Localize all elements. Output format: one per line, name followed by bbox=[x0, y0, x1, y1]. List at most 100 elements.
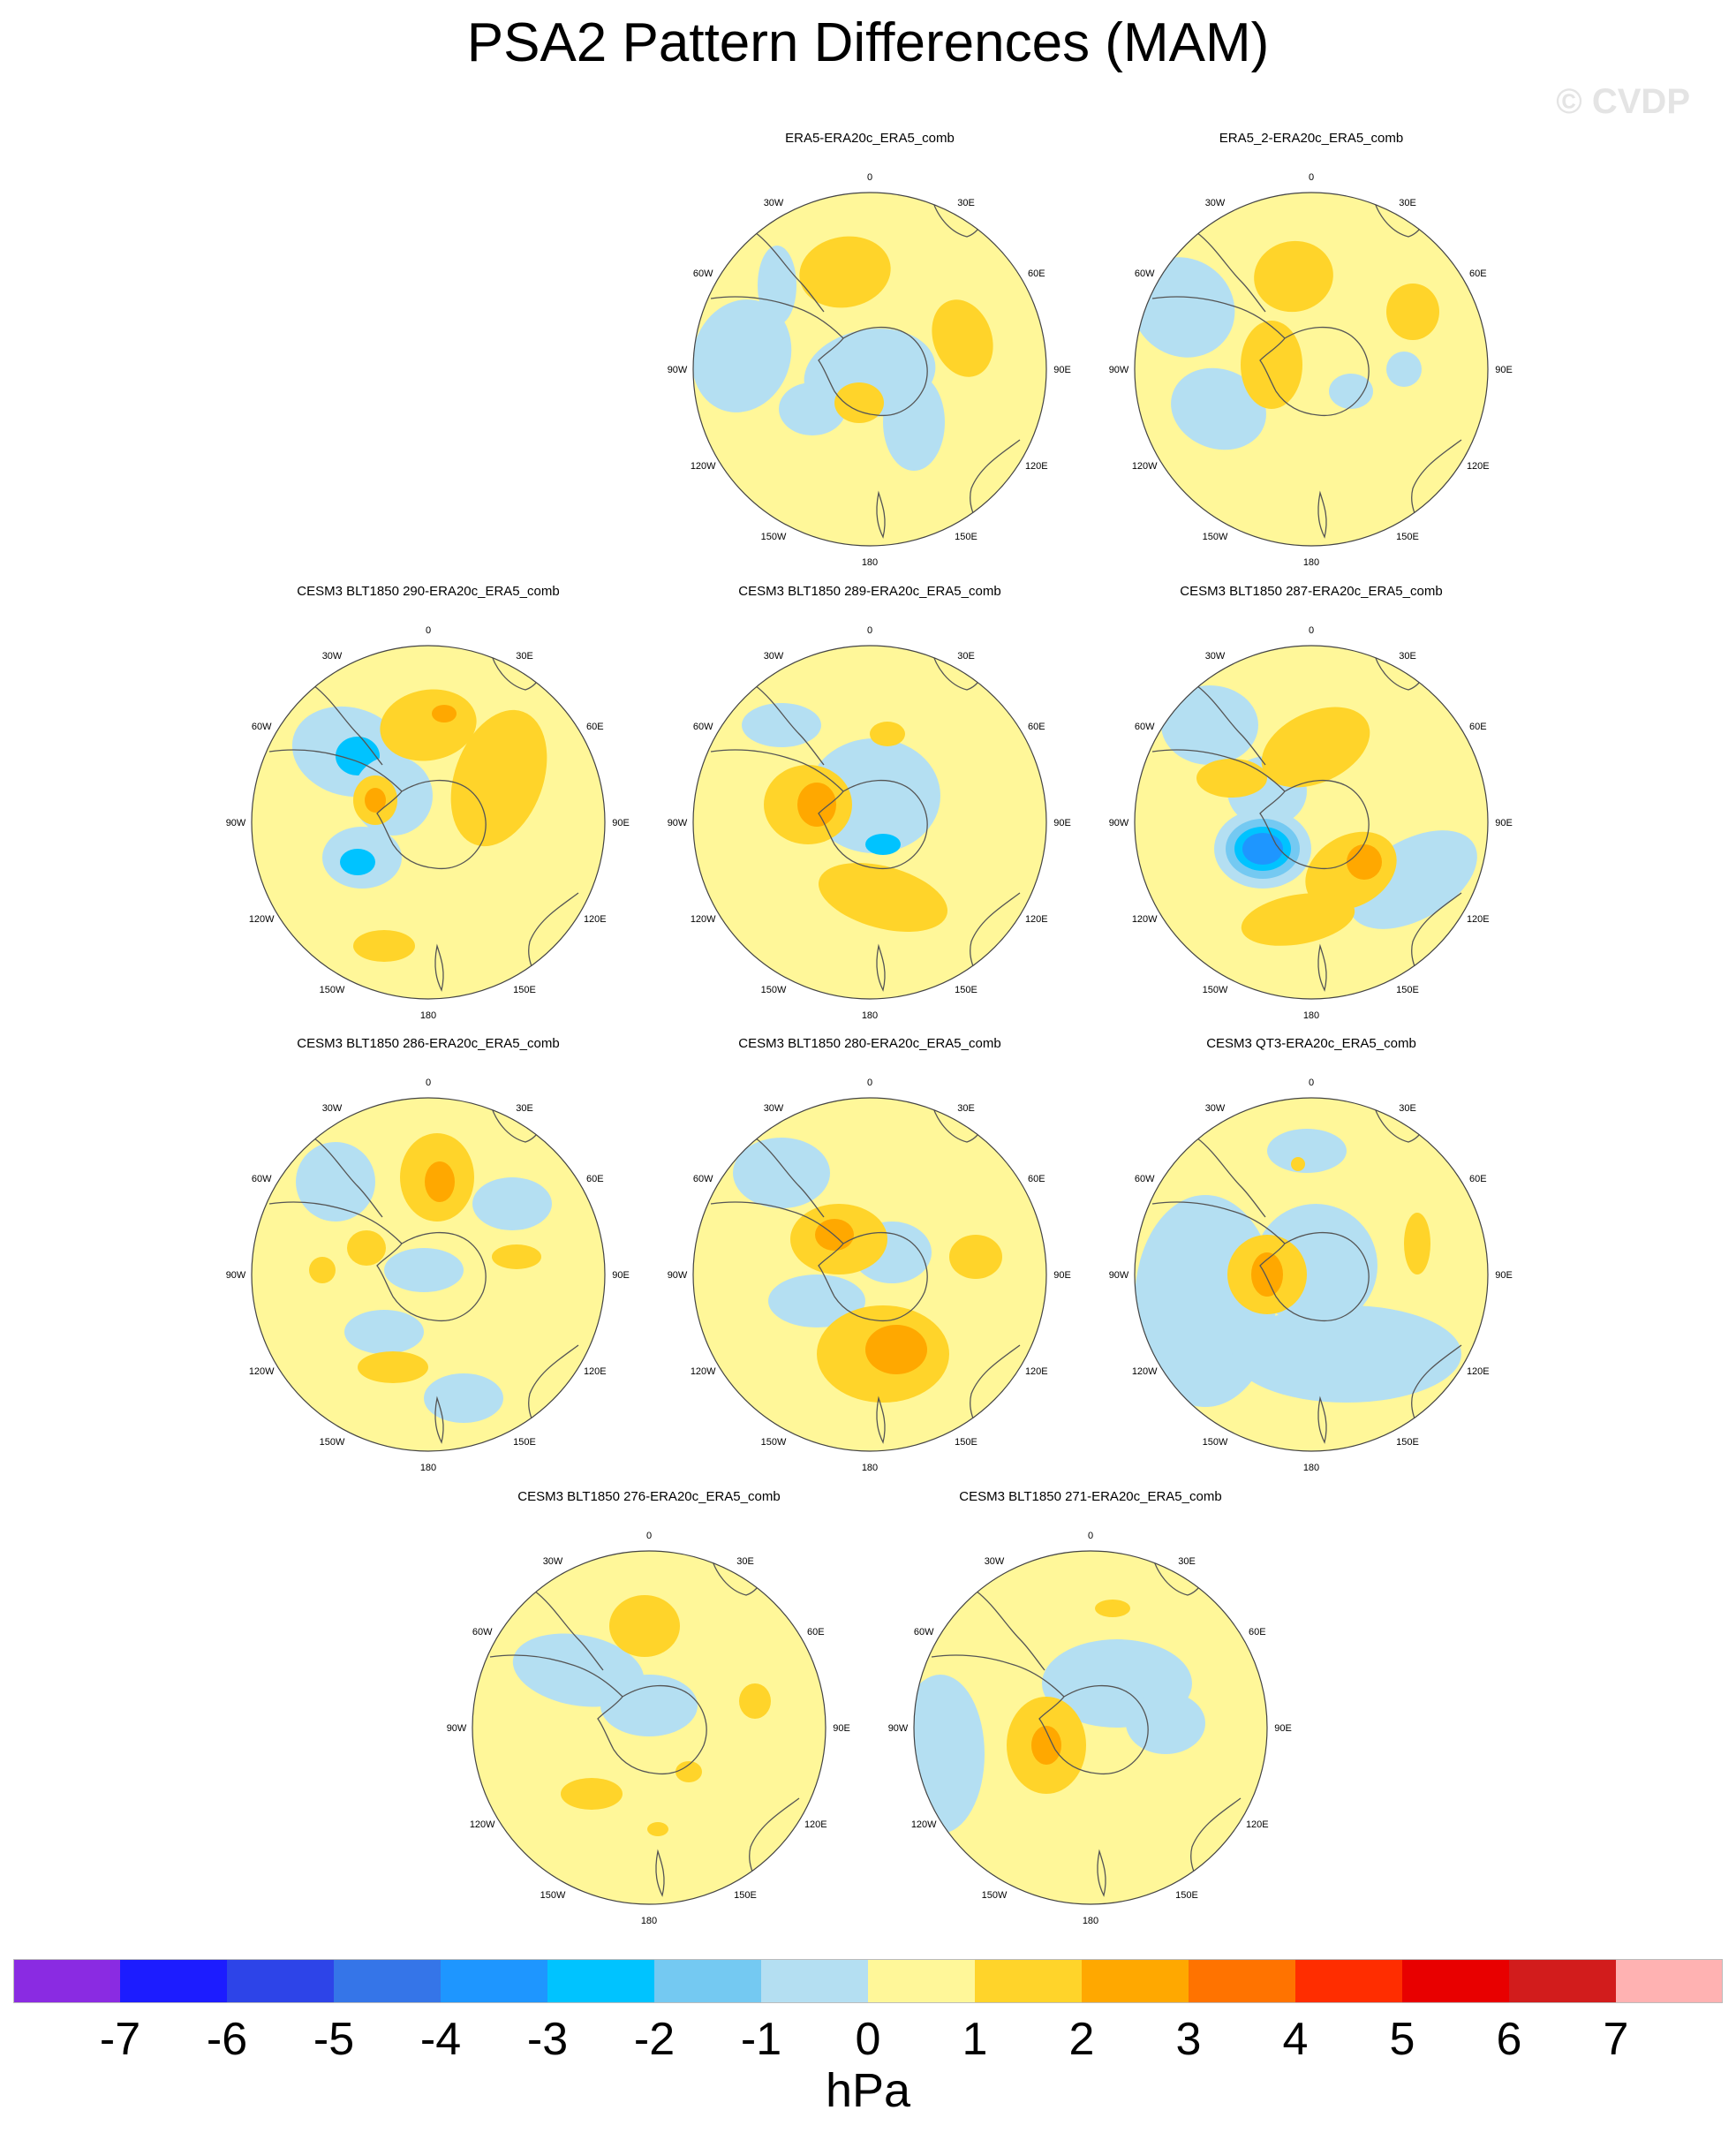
longitude-label: 60W bbox=[693, 1174, 713, 1184]
longitude-label: 60W bbox=[1135, 722, 1155, 732]
map-panel-era5-2: ERA5_2-ERA20c_ERA5_comb 0 30E 60E 90E 120E 15… bbox=[1108, 131, 1514, 572]
positive-anomaly bbox=[1404, 1213, 1430, 1275]
positive-anomaly bbox=[309, 1257, 336, 1283]
positive-anomaly bbox=[799, 236, 891, 308]
longitude-label: 0 bbox=[867, 625, 872, 636]
colorbar-swatch bbox=[1295, 1959, 1403, 2003]
positive-anomaly bbox=[1095, 1600, 1130, 1617]
longitude-label: 90E bbox=[833, 1723, 850, 1734]
polar-map: 0 30E 60E 90E 120E 150E 180 150W 120W 90W 60W 30W bbox=[1109, 625, 1513, 1021]
colorbar-swatch bbox=[1616, 1959, 1723, 2003]
colorbar-tick-label: -1 bbox=[741, 2014, 781, 2065]
colorbar-tick-label: -2 bbox=[634, 2014, 675, 2065]
panel-title: CESM3 BLT1850 280-ERA20c_ERA5_comb bbox=[738, 1036, 1001, 1051]
polar-map: 0 30E 60E 90E 120E 150E 180 150W 120W 90W 60W 30W bbox=[1109, 172, 1513, 568]
colorbar-swatch bbox=[1189, 1959, 1296, 2003]
antarctic-peninsula bbox=[710, 749, 844, 792]
longitude-label: 30E bbox=[516, 651, 533, 662]
longitude-label: 60E bbox=[807, 1627, 825, 1638]
positive-anomaly bbox=[450, 709, 547, 847]
longitude-label: 150E bbox=[1396, 1437, 1419, 1448]
contour-fill bbox=[252, 646, 605, 999]
antarctic-peninsula bbox=[710, 1201, 844, 1244]
colorbar: -7 -6 -5 -4 -3 -2 -1 0 1 2 3 4 5 6 7 bbox=[13, 1959, 1723, 2065]
new-zealand-coast bbox=[434, 1396, 444, 1444]
positive-anomaly bbox=[818, 863, 948, 932]
colorbar-swatch bbox=[120, 1959, 228, 2003]
negative-anomaly bbox=[1329, 374, 1373, 409]
panel-title: CESM3 BLT1850 290-ERA20c_ERA5_comb bbox=[297, 584, 560, 599]
map-panel-289: CESM3 BLT1850 289-ERA20c_ERA5_comb 0 30E 6… bbox=[667, 584, 1073, 1025]
colorbar-tick-label: 3 bbox=[1176, 2014, 1202, 2065]
negative-anomaly bbox=[1126, 1692, 1205, 1754]
longitude-label: 30W bbox=[1205, 1103, 1226, 1114]
longitude-label: 60E bbox=[1028, 722, 1045, 732]
positive-anomaly bbox=[358, 1351, 428, 1383]
negative-anomaly bbox=[344, 1310, 424, 1354]
positive-anomaly bbox=[561, 1778, 623, 1810]
longitude-label: 60E bbox=[1028, 269, 1045, 279]
longitude-label: 180 bbox=[1303, 1010, 1319, 1021]
map-border bbox=[1134, 645, 1489, 1000]
contour-fill bbox=[693, 1098, 1073, 1451]
longitude-label: 150E bbox=[513, 1437, 536, 1448]
longitude-label: 30W bbox=[764, 1103, 784, 1114]
new-zealand-coast bbox=[655, 1849, 665, 1897]
polar-map: 0 30E 60E 90E 120E 150E 180 150W 120W 90W 60W 30W bbox=[447, 1531, 850, 1926]
south-america-coast bbox=[313, 685, 383, 766]
colorbar-swatch bbox=[975, 1959, 1083, 2003]
longitude-label: 90W bbox=[226, 818, 246, 828]
colorbar-tick-label: -7 bbox=[100, 2014, 140, 2065]
longitude-label: 120E bbox=[1467, 1366, 1490, 1377]
positive-anomaly bbox=[797, 783, 836, 827]
longitude-label: 60W bbox=[252, 722, 272, 732]
positive-anomaly bbox=[834, 382, 884, 423]
contour-fill bbox=[1135, 646, 1488, 999]
positive-anomaly bbox=[365, 788, 386, 813]
positive-anomaly bbox=[932, 299, 993, 377]
longitude-label: 0 bbox=[1309, 172, 1314, 183]
panel-title: CESM3 BLT1850 271-ERA20c_ERA5_comb bbox=[959, 1489, 1222, 1504]
longitude-label: 120W bbox=[1132, 1366, 1158, 1377]
longitude-label: 120W bbox=[691, 1366, 716, 1377]
longitude-label: 60E bbox=[586, 1174, 604, 1184]
figure-title: PSA2 Pattern Differences (MAM) bbox=[466, 12, 1270, 73]
south-america-coast bbox=[754, 685, 825, 766]
colorbar-swatch bbox=[1082, 1959, 1189, 2003]
contour-fill bbox=[252, 1098, 605, 1451]
longitude-label: 120E bbox=[1467, 914, 1490, 925]
negative-anomaly bbox=[1055, 1213, 1073, 1319]
colorbar-frame bbox=[13, 1959, 1723, 2003]
longitude-label: 120E bbox=[584, 1366, 607, 1377]
longitude-label: 60E bbox=[586, 722, 604, 732]
longitude-label: 120W bbox=[470, 1819, 495, 1830]
longitude-label: 150E bbox=[1396, 532, 1419, 542]
positive-anomaly bbox=[1251, 1252, 1283, 1297]
new-zealand-coast bbox=[1317, 943, 1327, 992]
longitude-label: 120W bbox=[691, 914, 716, 925]
colorbar-swatch bbox=[441, 1959, 548, 2003]
negative-anomaly bbox=[424, 1373, 503, 1423]
longitude-label: 150E bbox=[955, 1437, 977, 1448]
colorbar-tick-label: -6 bbox=[207, 2014, 247, 2065]
new-zealand-coast bbox=[876, 1396, 886, 1444]
longitude-label: 120E bbox=[1025, 1366, 1048, 1377]
longitude-label: 90W bbox=[1109, 818, 1129, 828]
positive-anomaly bbox=[870, 722, 905, 746]
negative-anomaly bbox=[742, 703, 821, 747]
new-zealand-coast bbox=[1097, 1849, 1106, 1897]
positive-anomaly bbox=[949, 1235, 1002, 1279]
positive-anomaly bbox=[739, 1683, 771, 1719]
antarctica-coast bbox=[376, 779, 487, 870]
longitude-label: 60W bbox=[1135, 1174, 1155, 1184]
longitude-label: 150W bbox=[1203, 532, 1228, 542]
map-border bbox=[251, 645, 606, 1000]
negative-anomaly bbox=[1171, 367, 1266, 450]
map-panel-era5: ERA5-ERA20c_ERA5_comb 0 30E 60E 90E 120E 150E… bbox=[667, 131, 1073, 572]
antarctica-coast bbox=[818, 1231, 928, 1322]
longitude-label: 150E bbox=[734, 1890, 757, 1901]
longitude-label: 150W bbox=[540, 1890, 566, 1901]
longitude-label: 180 bbox=[862, 1463, 878, 1473]
colorbar-tick-label: 5 bbox=[1390, 2014, 1415, 2065]
longitude-label: 180 bbox=[1303, 557, 1319, 568]
